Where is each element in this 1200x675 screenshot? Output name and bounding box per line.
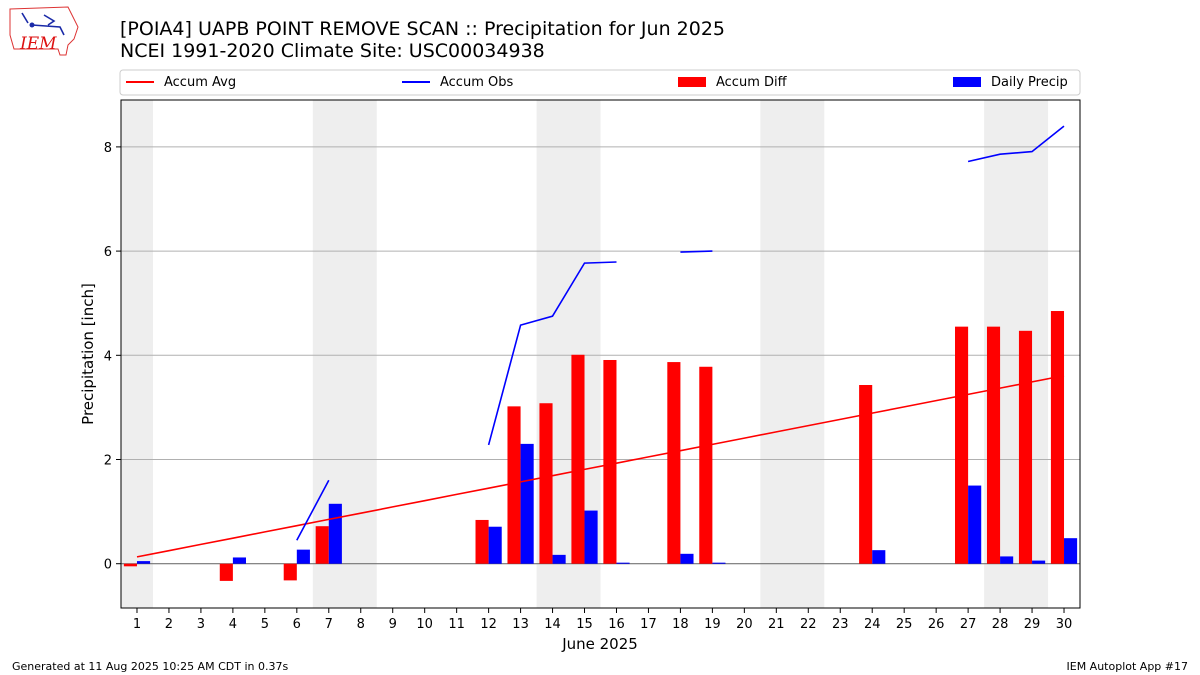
daily-precip-bar-14 [552, 554, 566, 564]
accum-diff-bar-19 [699, 366, 713, 564]
daily-precip-bar-19 [712, 562, 726, 564]
x-tick-label-24: 24 [864, 617, 881, 632]
x-tick-label-16: 16 [608, 617, 625, 632]
x-tick-label-5: 5 [261, 617, 269, 632]
x-tick-label-14: 14 [544, 617, 561, 632]
daily-precip-bar-4 [232, 557, 246, 564]
accum-diff-bar-4 [219, 563, 233, 581]
x-tick-label-13: 13 [512, 617, 529, 632]
accum-obs-line-segment-2 [680, 250, 713, 253]
y-tick-label-8: 8 [104, 141, 112, 156]
daily-precip-bar-15 [584, 510, 598, 564]
daily-precip-bar-7 [328, 503, 342, 564]
x-tick-label-7: 7 [325, 617, 333, 632]
x-tick-label-3: 3 [197, 617, 205, 632]
accum-diff-bar-27 [955, 326, 969, 564]
accum-diff-bar-12 [475, 519, 489, 564]
accum-diff-bar-28 [986, 326, 1001, 564]
accum-diff-bar-14 [539, 403, 553, 564]
accum-diff-bar-13 [507, 406, 521, 564]
accum-diff-bar-7 [315, 526, 329, 564]
iem-logo: IEM [9, 6, 79, 56]
daily-precip-legend-label: Daily Precip [991, 75, 1068, 90]
accum-obs-line-segment-0 [296, 479, 330, 541]
x-axis-label: June 2025 [561, 635, 638, 653]
x-tick-label-2: 2 [165, 617, 173, 632]
x-tick-label-25: 25 [896, 617, 913, 632]
accum-obs-line-segment-1 [487, 261, 617, 446]
x-tick-label-21: 21 [768, 617, 785, 632]
y-tick-label-4: 4 [104, 349, 112, 364]
x-axis-ticks: 1 2 3 4 5 6 7 8 9 10 11 12 13 14 15 16 17 18 19 20 21 22 23 24 2… [133, 608, 1072, 632]
x-tick-label-4: 4 [229, 617, 237, 632]
y-tick-label-2: 2 [104, 454, 112, 469]
iowa-outline-icon [9, 6, 79, 56]
accum-diff-bar-6 [283, 563, 297, 581]
lines [136, 125, 1065, 558]
daily-precip-legend-swatch [953, 77, 981, 87]
accum-diff-bar-1 [123, 563, 137, 567]
x-tick-label-8: 8 [357, 617, 365, 632]
x-tick-label-11: 11 [448, 617, 465, 632]
y-tick-label-0: 0 [104, 558, 112, 573]
accum-avg-legend-label: Accum Avg [164, 75, 236, 90]
daily-precip-bar-6 [296, 549, 310, 564]
y-axis-ticks: 0 2 4 6 8 [104, 141, 121, 573]
x-tick-label-22: 22 [800, 617, 817, 632]
bars [123, 311, 1078, 581]
x-tick-label-29: 29 [1024, 617, 1041, 632]
daily-precip-bar-27 [968, 485, 982, 564]
accum-diff-bar-29 [1018, 330, 1033, 564]
weekend-band-0 [121, 100, 153, 608]
x-tick-label-18: 18 [672, 617, 689, 632]
x-tick-label-10: 10 [416, 617, 433, 632]
accum-diff-bar-30 [1050, 311, 1065, 564]
legend-box [119, 69, 1081, 96]
legend: Accum Avg Accum Obs Accum Diff Daily Precip [119, 69, 1081, 96]
x-tick-label-15: 15 [576, 617, 593, 632]
daily-precip-bar-12 [488, 526, 502, 564]
accum-diff-bar-15 [571, 354, 585, 564]
weekend-band-3 [760, 100, 825, 608]
accum-obs-legend-label: Accum Obs [440, 75, 513, 90]
y-grid [121, 146, 1080, 565]
x-tick-label-30: 30 [1056, 617, 1073, 632]
daily-precip-bar-24 [872, 550, 886, 564]
x-tick-label-6: 6 [293, 617, 301, 632]
daily-precip-bar-28 [1000, 556, 1014, 564]
x-tick-label-12: 12 [480, 617, 497, 632]
accum-diff-legend-label: Accum Diff [716, 75, 788, 90]
daily-precip-bar-16 [616, 562, 630, 564]
x-tick-label-28: 28 [992, 617, 1009, 632]
x-tick-label-27: 27 [960, 617, 977, 632]
accum-diff-bar-18 [667, 362, 681, 564]
x-tick-label-9: 9 [389, 617, 397, 632]
daily-precip-bar-29 [1032, 560, 1046, 564]
logo-text: IEM [19, 34, 57, 54]
accum-diff-legend-swatch [678, 77, 706, 87]
footer-generated: Generated at 11 Aug 2025 10:25 AM CDT in… [12, 660, 289, 673]
daily-precip-bar-1 [136, 561, 151, 564]
daily-precip-bar-13 [520, 443, 534, 564]
x-tick-label-17: 17 [640, 617, 657, 632]
y-tick-label-6: 6 [104, 245, 112, 260]
y-axis-label: Precipitation [inch] [79, 283, 97, 425]
x-tick-label-20: 20 [736, 617, 753, 632]
accum-avg-line-segment-0 [136, 374, 1065, 558]
footer-app: IEM Autoplot App #17 [1066, 660, 1189, 673]
chart-subtitle: NCEI 1991-2020 Climate Site: USC00034938 [120, 40, 545, 62]
accum-diff-bar-24 [859, 385, 873, 564]
chart-title: [POIA4] UAPB POINT REMOVE SCAN :: Precip… [120, 18, 725, 40]
x-tick-label-1: 1 [133, 617, 141, 632]
x-tick-label-19: 19 [704, 617, 721, 632]
weekend-band-1 [312, 100, 377, 608]
x-tick-label-26: 26 [928, 617, 945, 632]
accum-diff-bar-16 [603, 359, 617, 564]
accum-obs-line-segment-3 [967, 125, 1065, 163]
x-tick-label-23: 23 [832, 617, 849, 632]
plot-frame [120, 99, 1081, 609]
daily-precip-bar-18 [680, 553, 694, 564]
daily-precip-bar-30 [1064, 538, 1078, 564]
